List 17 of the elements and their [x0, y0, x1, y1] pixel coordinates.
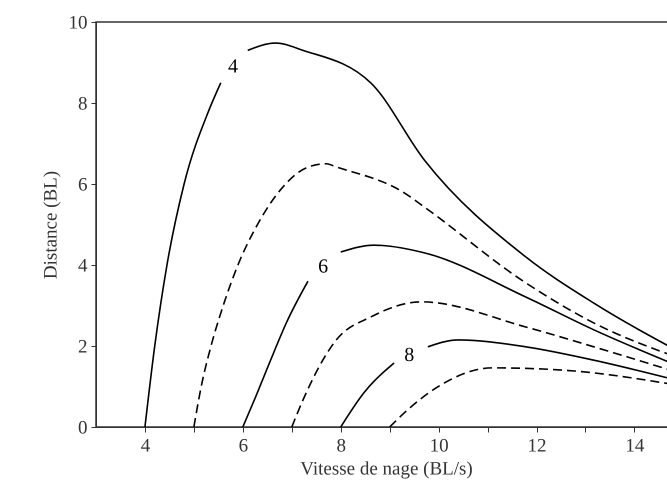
y-tick-label: 10	[68, 12, 88, 34]
y-tick-label: 0	[78, 418, 88, 438]
x-tick-label: 4	[140, 436, 151, 456]
y-axis-title: Distance (BL)	[40, 170, 62, 280]
x-tick-label: 8	[336, 436, 346, 456]
y-tick-label: 2	[78, 336, 88, 358]
series-label: 6	[318, 256, 328, 278]
y-tick-label: 8	[78, 94, 88, 114]
x-tick-label: 14	[625, 436, 645, 456]
x-tick-label: 12	[528, 436, 547, 456]
y-tick-label: 6	[78, 174, 88, 196]
series-label: 8	[404, 344, 414, 366]
y-tick-label: 4	[78, 256, 88, 276]
series-label: 4	[228, 56, 238, 78]
x-axis-title: Vitesse de nage (BL/s)	[300, 458, 473, 480]
x-tick-label: 10	[430, 436, 449, 456]
x-tick-label: 6	[238, 436, 248, 456]
